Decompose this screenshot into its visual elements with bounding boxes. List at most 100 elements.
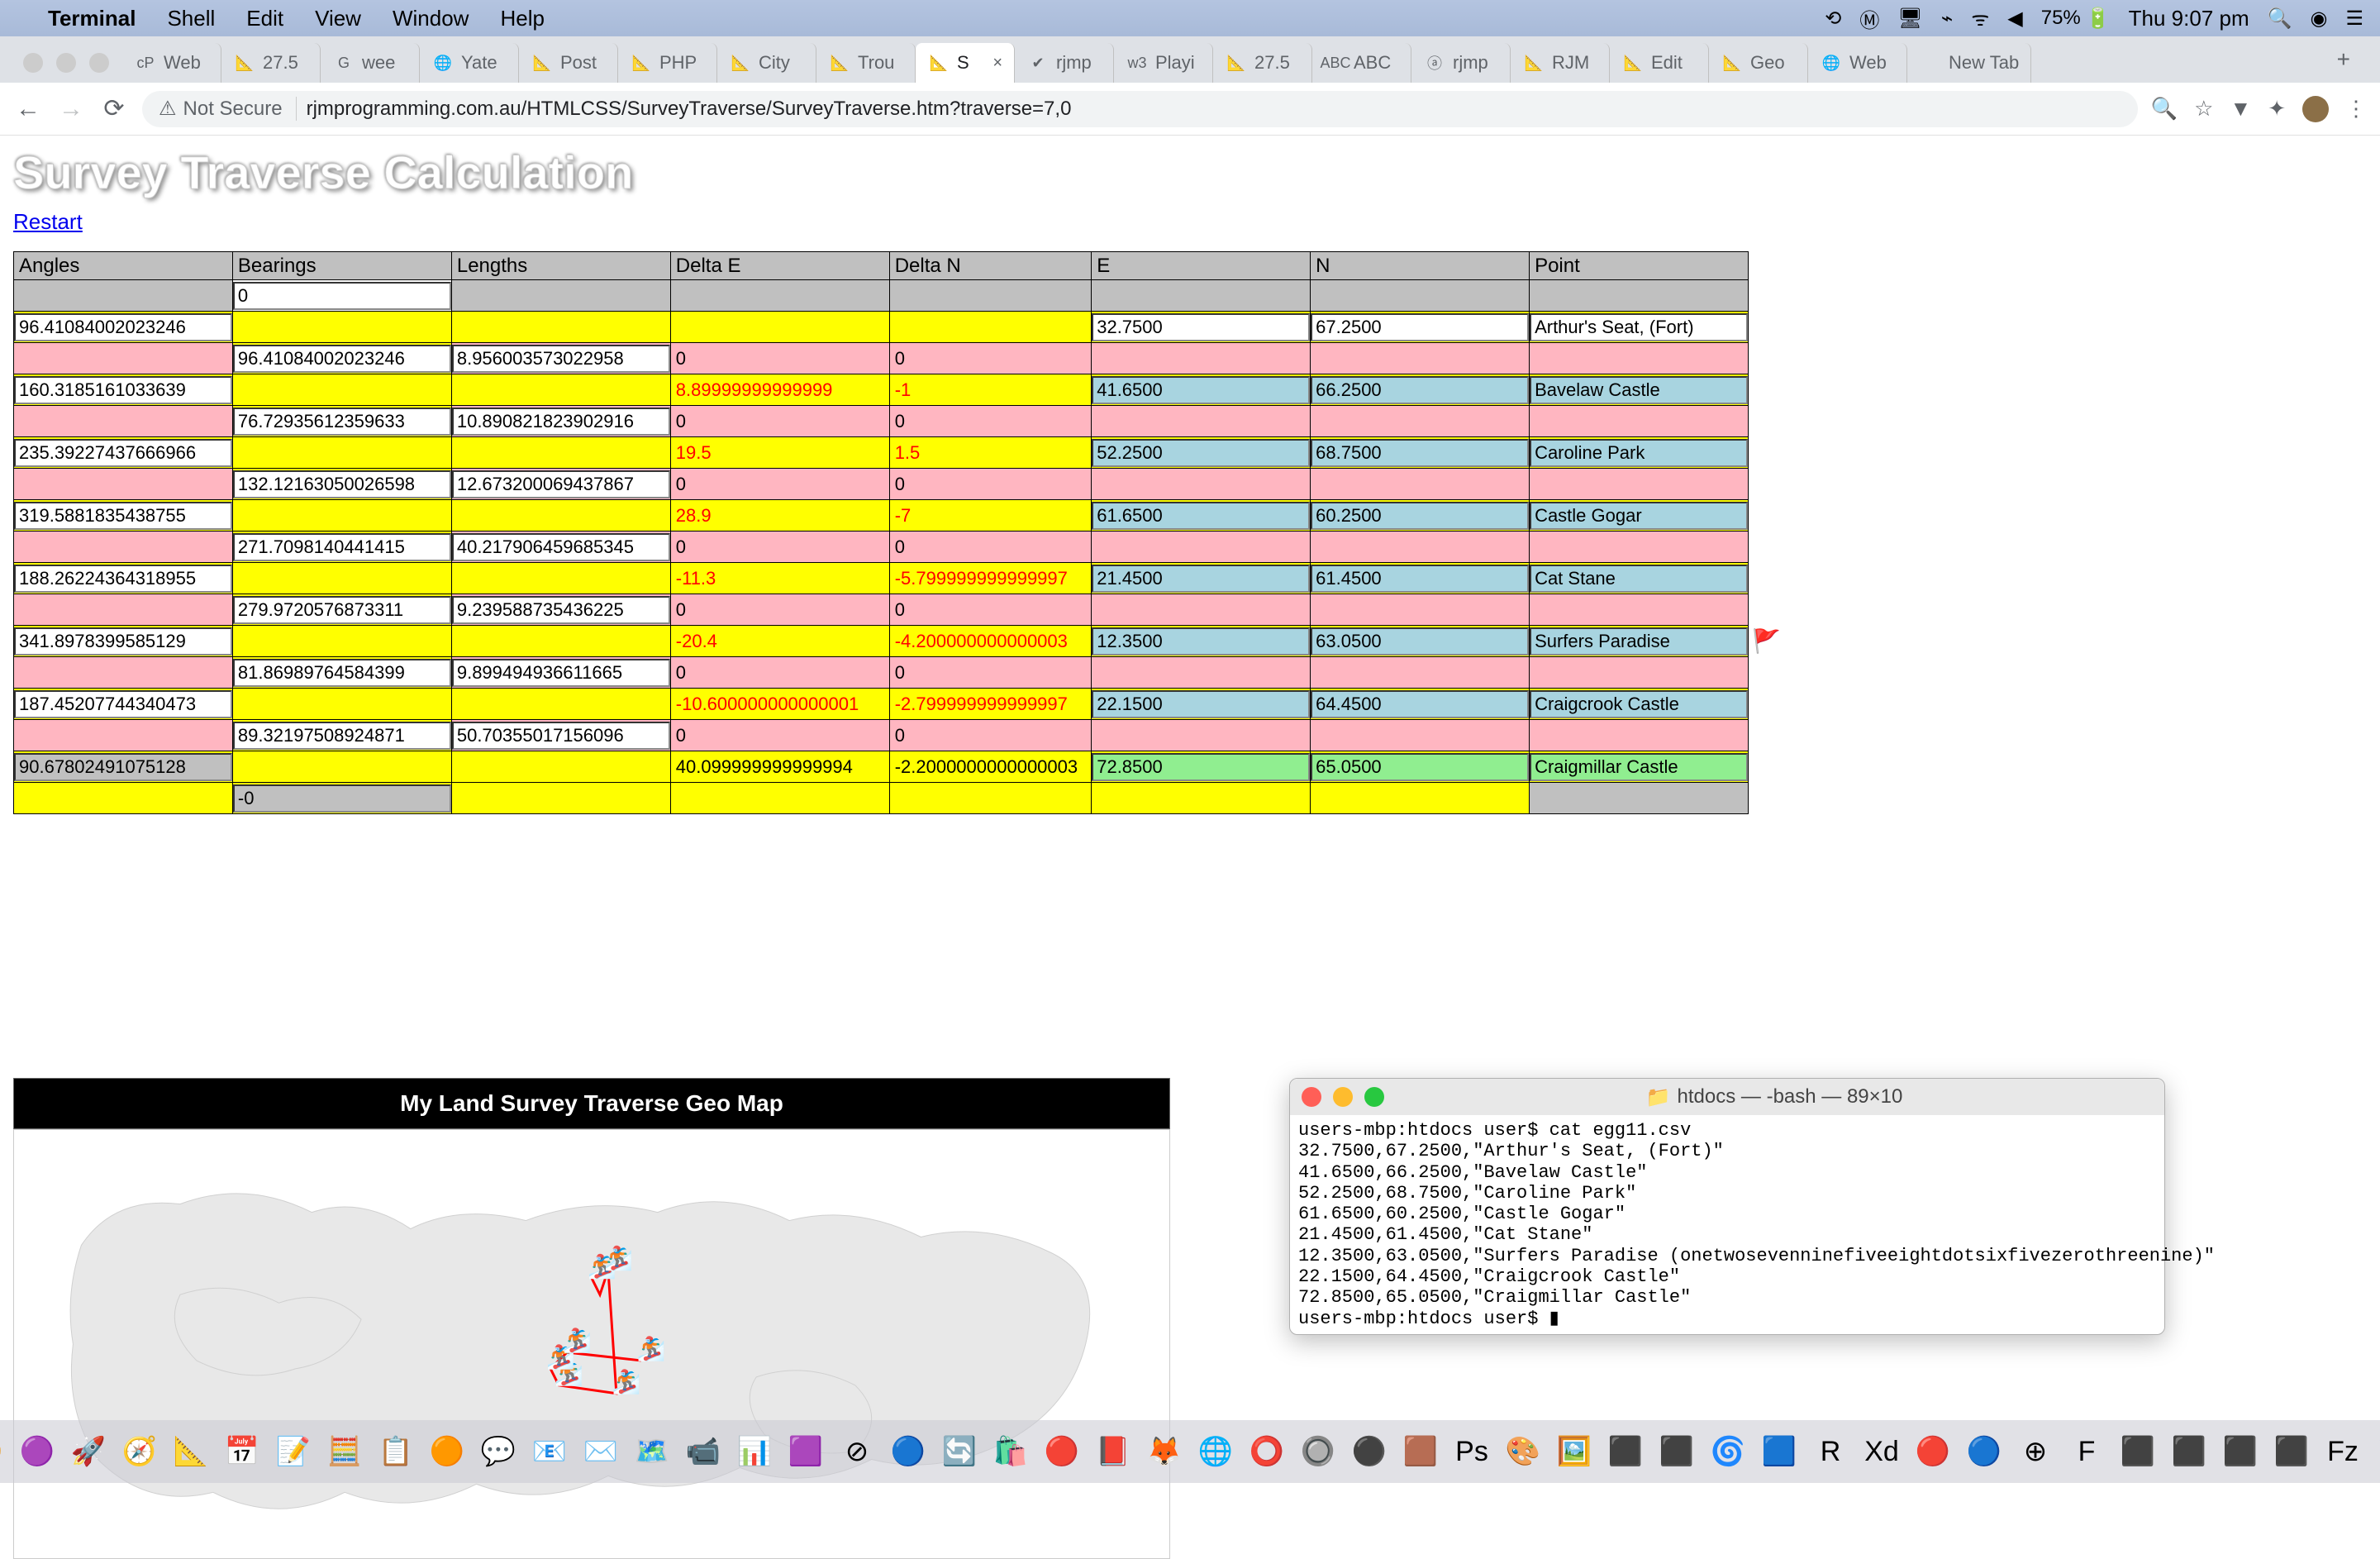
- bearing-input[interactable]: [233, 659, 451, 687]
- n-input[interactable]: [1311, 376, 1529, 404]
- browser-tab[interactable]: ABCABC: [1312, 43, 1411, 83]
- e-input[interactable]: [1092, 376, 1310, 404]
- dock-app[interactable]: 🔵: [885, 1428, 931, 1475]
- length-input[interactable]: [452, 533, 670, 561]
- dock-app[interactable]: 🔴: [1039, 1428, 1085, 1475]
- close-icon[interactable]: [1302, 1087, 1321, 1107]
- e-input[interactable]: [1092, 502, 1310, 530]
- dock-app[interactable]: 🟫: [1397, 1428, 1444, 1475]
- browser-tab[interactable]: 📐RJM: [1511, 43, 1610, 83]
- menu-edit[interactable]: Edit: [246, 6, 283, 31]
- dock-app[interactable]: ⭕: [1244, 1428, 1290, 1475]
- point-input[interactable]: [1530, 690, 1748, 718]
- dock-app[interactable]: 📹: [680, 1428, 726, 1475]
- n-input[interactable]: [1311, 565, 1529, 593]
- minimize-window-icon[interactable]: [56, 53, 76, 73]
- bearing-input[interactable]: [233, 596, 451, 624]
- dock-app[interactable]: 🟠: [424, 1428, 470, 1475]
- reload-button[interactable]: ⟳: [99, 94, 129, 124]
- point-input[interactable]: [1530, 627, 1748, 656]
- dock-app[interactable]: 📕: [1090, 1428, 1136, 1475]
- close-window-icon[interactable]: [23, 53, 43, 73]
- dock-app[interactable]: 🧭: [117, 1428, 163, 1475]
- dock-app[interactable]: 📋: [373, 1428, 419, 1475]
- browser-tab[interactable]: cPWeb: [122, 43, 221, 83]
- dock-app[interactable]: 🌐: [1192, 1428, 1239, 1475]
- angle-input[interactable]: [14, 376, 232, 404]
- browser-tab[interactable]: 📐27.5: [221, 43, 321, 83]
- dock-app[interactable]: 🟦: [1756, 1428, 1802, 1475]
- e-input[interactable]: [1092, 627, 1310, 656]
- security-indicator[interactable]: ⚠ Not Secure: [159, 97, 297, 121]
- point-input[interactable]: [1530, 313, 1748, 341]
- dock-app[interactable]: 🌀: [1705, 1428, 1751, 1475]
- dock-app[interactable]: ⚫: [1346, 1428, 1392, 1475]
- n-input[interactable]: [1311, 313, 1529, 341]
- siri-icon[interactable]: ◉: [2311, 7, 2328, 31]
- dock-app[interactable]: ⬛: [2115, 1428, 2161, 1475]
- dock-app[interactable]: 🔴: [1910, 1428, 1956, 1475]
- dock-app[interactable]: 🛍️: [988, 1428, 1034, 1475]
- dock-app[interactable]: Fz: [2320, 1428, 2366, 1475]
- bearing-input[interactable]: [233, 533, 451, 561]
- dock-app[interactable]: ⬛: [1602, 1428, 1649, 1475]
- menu-shell[interactable]: Shell: [167, 6, 215, 31]
- profile-avatar[interactable]: [2302, 96, 2329, 122]
- dock-app[interactable]: 🦊: [1141, 1428, 1188, 1475]
- close-tab-icon[interactable]: ×: [992, 54, 1002, 73]
- e-input[interactable]: [1092, 753, 1310, 781]
- dock-app[interactable]: R: [1807, 1428, 1854, 1475]
- dock-app[interactable]: 📝: [270, 1428, 317, 1475]
- e-input[interactable]: [1092, 439, 1310, 467]
- angle-input[interactable]: [14, 313, 232, 341]
- terminal-output[interactable]: users-mbp:htdocs user$ cat egg11.csv 32.…: [1290, 1115, 2164, 1334]
- dock-app[interactable]: 🎨: [1500, 1428, 1546, 1475]
- dock-app[interactable]: 🗑️: [2371, 1428, 2380, 1475]
- battery-status[interactable]: 75% 🔋: [2041, 7, 2111, 31]
- menu-help[interactable]: Help: [500, 6, 544, 31]
- zoom-icon[interactable]: [1364, 1087, 1384, 1107]
- e-input[interactable]: [1092, 313, 1310, 341]
- dock-app[interactable]: 🔘: [1295, 1428, 1341, 1475]
- browser-tab[interactable]: 🌐Web: [1808, 43, 1907, 83]
- dock-app[interactable]: 🟣: [14, 1428, 60, 1475]
- dock-app[interactable]: ⬛: [2217, 1428, 2263, 1475]
- point-input[interactable]: [1530, 439, 1748, 467]
- browser-tab[interactable]: 📐City: [717, 43, 816, 83]
- dock-app[interactable]: 🔄: [936, 1428, 983, 1475]
- browser-tab[interactable]: ⓐrjmp: [1411, 43, 1511, 83]
- menu-view[interactable]: View: [315, 6, 361, 31]
- dock-app[interactable]: ⬛: [2166, 1428, 2212, 1475]
- wifi-icon[interactable]: ᯤ: [1971, 5, 1989, 32]
- length-input[interactable]: [452, 408, 670, 436]
- n-input[interactable]: [1311, 753, 1529, 781]
- browser-tab[interactable]: 🌐Yate: [420, 43, 519, 83]
- point-input[interactable]: [1530, 376, 1748, 404]
- browser-tab[interactable]: 📐S×: [916, 43, 1015, 83]
- dock-app[interactable]: 🟪: [783, 1428, 829, 1475]
- point-input[interactable]: [1530, 502, 1748, 530]
- browser-tab[interactable]: w3Playi: [1114, 43, 1213, 83]
- e-input[interactable]: [1092, 565, 1310, 593]
- dock-app[interactable]: 💬: [475, 1428, 521, 1475]
- search-icon[interactable]: 🔍: [2151, 96, 2178, 122]
- browser-tab[interactable]: ✔rjmp: [1015, 43, 1114, 83]
- browser-tab[interactable]: 📐Geo: [1709, 43, 1808, 83]
- dock-app[interactable]: ✉️: [578, 1428, 624, 1475]
- bearing-input[interactable]: [233, 408, 451, 436]
- length-input[interactable]: [452, 596, 670, 624]
- address-bar[interactable]: ⚠ Not Secure rjmprogramming.com.au/HTMLC…: [142, 91, 2138, 127]
- browser-tab[interactable]: 📐PHP: [618, 43, 717, 83]
- menubar-clock[interactable]: Thu 9:07 pm: [2129, 6, 2249, 31]
- new-tab-button[interactable]: +: [2320, 46, 2367, 73]
- dock-app[interactable]: 😀: [0, 1428, 9, 1475]
- n-input[interactable]: [1311, 627, 1529, 656]
- restart-link[interactable]: Restart: [13, 209, 83, 235]
- dock-app[interactable]: Ps: [1449, 1428, 1495, 1475]
- minimize-icon[interactable]: [1333, 1087, 1353, 1107]
- dock-app[interactable]: 🖼️: [1551, 1428, 1597, 1475]
- browser-tab[interactable]: 📐Trou: [816, 43, 916, 83]
- dock-app[interactable]: 🚀: [65, 1428, 112, 1475]
- point-input[interactable]: [1530, 565, 1748, 593]
- control-center-icon[interactable]: ☰: [2345, 7, 2363, 31]
